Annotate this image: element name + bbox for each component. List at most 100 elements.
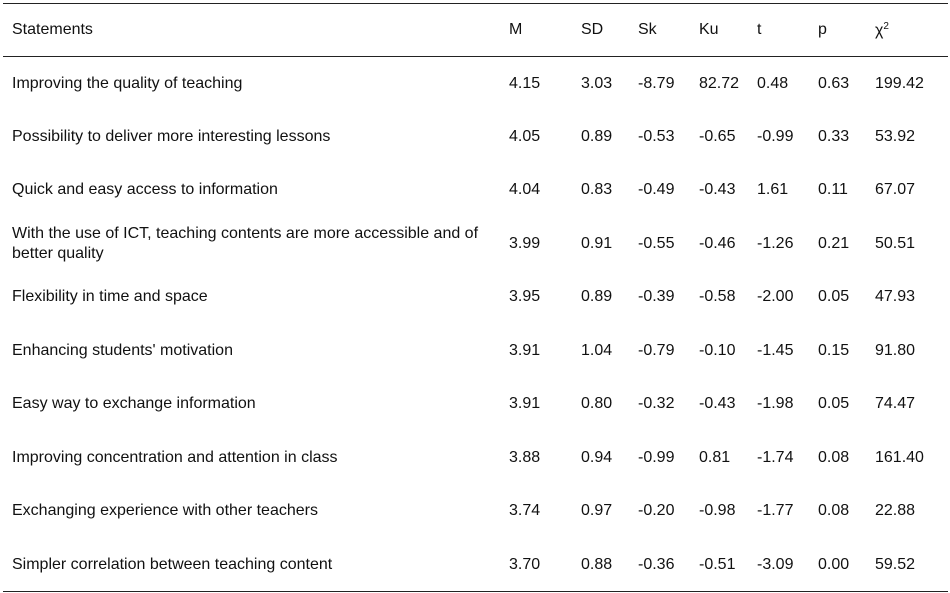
cell-sd: 0.88 xyxy=(581,538,638,592)
cell-sk: -0.53 xyxy=(638,127,675,145)
cell-sk: -8.79 xyxy=(638,74,675,92)
cell-m: 4.05 xyxy=(509,127,541,145)
header-chi-square: χ2 xyxy=(875,3,948,57)
table-row: With the use of ICT, teaching contents a… xyxy=(3,217,948,271)
cell-statement: Enhancing students' motivation xyxy=(12,341,233,359)
cell-m: 3.91 xyxy=(509,395,541,413)
table-row: Improving concentration and attention in… xyxy=(3,431,948,485)
cell-p: 0.05 xyxy=(818,288,850,306)
cell-m: 3.88 xyxy=(509,448,541,466)
cell-m: 3.91 xyxy=(509,341,541,359)
cell-t: -1.74 xyxy=(757,448,794,466)
cell-t: -2.00 xyxy=(757,288,794,306)
cell-t: -1.98 xyxy=(757,395,794,413)
cell-p: 0.21 xyxy=(818,234,850,252)
table-body: Improving the quality of teaching 4.15 3… xyxy=(3,57,948,592)
table-row: Quick and easy access to information 4.0… xyxy=(3,164,948,218)
cell-p: 0.00 xyxy=(818,538,875,592)
cell-t: -0.99 xyxy=(757,127,794,145)
cell-ku: -0.43 xyxy=(699,181,736,199)
cell-p: 0.05 xyxy=(818,395,850,413)
table-row: Exchanging experience with other teacher… xyxy=(3,485,948,539)
cell-ku: -0.98 xyxy=(699,502,736,520)
cell-chi-square: 59.52 xyxy=(875,538,948,592)
cell-p: 0.08 xyxy=(818,502,850,520)
cell-ku: -0.65 xyxy=(699,127,736,145)
header-row: Statements M SD Sk Ku t p χ2 xyxy=(3,3,948,57)
cell-sk: -0.32 xyxy=(638,395,675,413)
header-m: M xyxy=(509,3,581,57)
cell-sd: 0.91 xyxy=(581,234,613,252)
cell-chi-square: 199.42 xyxy=(875,74,924,92)
cell-t: -1.45 xyxy=(757,341,794,359)
cell-m: 3.74 xyxy=(509,502,541,520)
table-row: Flexibility in time and space 3.95 0.89 … xyxy=(3,271,948,325)
cell-chi-square: 74.47 xyxy=(875,395,916,413)
cell-t: -3.09 xyxy=(757,538,818,592)
header-sd: SD xyxy=(581,3,638,57)
cell-statement: Quick and easy access to information xyxy=(12,181,278,199)
cell-sk: -0.20 xyxy=(638,502,675,520)
header-ku: Ku xyxy=(699,3,757,57)
cell-statement: With the use of ICT, teaching contents a… xyxy=(12,224,479,262)
cell-sk: -0.36 xyxy=(638,538,699,592)
cell-statement: Improving concentration and attention in… xyxy=(12,448,338,466)
cell-sk: -0.49 xyxy=(638,181,675,199)
cell-sd: 0.89 xyxy=(581,288,613,306)
cell-statement: Easy way to exchange information xyxy=(12,395,256,413)
cell-chi-square: 91.80 xyxy=(875,341,916,359)
table-row: Improving the quality of teaching 4.15 3… xyxy=(3,57,948,111)
cell-chi-square: 50.51 xyxy=(875,234,916,252)
cell-sd: 1.04 xyxy=(581,341,613,359)
table-row: Simpler correlation between teaching con… xyxy=(3,538,948,592)
cell-ku: -0.51 xyxy=(699,538,757,592)
cell-sk: -0.99 xyxy=(638,448,675,466)
cell-m: 3.95 xyxy=(509,288,541,306)
cell-chi-square: 22.88 xyxy=(875,502,916,520)
cell-sd: 0.83 xyxy=(581,181,613,199)
cell-statement: Exchanging experience with other teacher… xyxy=(12,502,318,520)
cell-ku: 0.81 xyxy=(699,448,731,466)
cell-p: 0.33 xyxy=(818,127,850,145)
cell-statement: Flexibility in time and space xyxy=(12,288,208,306)
table-row: Easy way to exchange information 3.91 0.… xyxy=(3,378,948,432)
cell-chi-square: 161.40 xyxy=(875,448,924,466)
cell-sd: 0.97 xyxy=(581,502,613,520)
table-header: Statements M SD Sk Ku t p χ2 xyxy=(3,3,948,57)
cell-statement: Improving the quality of teaching xyxy=(12,74,243,92)
header-t: t xyxy=(757,3,818,57)
header-p: p xyxy=(818,3,875,57)
cell-m: 4.04 xyxy=(509,181,541,199)
header-chi-symbol: χ xyxy=(875,21,884,39)
cell-ku: 82.72 xyxy=(699,74,740,92)
table-row: Possibility to deliver more interesting … xyxy=(3,110,948,164)
cell-p: 0.63 xyxy=(818,74,850,92)
statistics-table: Statements M SD Sk Ku t p χ2 Improving t… xyxy=(3,3,948,592)
cell-ku: -0.58 xyxy=(699,288,736,306)
cell-sd: 0.80 xyxy=(581,395,613,413)
cell-sd: 0.89 xyxy=(581,127,613,145)
cell-sk: -0.79 xyxy=(638,341,675,359)
cell-statement: Possibility to deliver more interesting … xyxy=(12,127,331,145)
cell-sd: 3.03 xyxy=(581,74,613,92)
cell-ku: -0.10 xyxy=(699,341,736,359)
cell-t: 0.48 xyxy=(757,74,789,92)
header-statements: Statements xyxy=(3,3,509,57)
cell-chi-square: 53.92 xyxy=(875,127,916,145)
cell-m: 4.15 xyxy=(509,74,541,92)
cell-ku: -0.46 xyxy=(699,234,736,252)
cell-ku: -0.43 xyxy=(699,395,736,413)
cell-p: 0.11 xyxy=(818,181,848,199)
cell-t: 1.61 xyxy=(757,181,789,199)
cell-t: -1.26 xyxy=(757,234,794,252)
table-row: Enhancing students' motivation 3.91 1.04… xyxy=(3,324,948,378)
cell-p: 0.15 xyxy=(818,341,850,359)
cell-t: -1.77 xyxy=(757,502,794,520)
cell-m: 3.99 xyxy=(509,234,541,252)
header-chi-superscript: 2 xyxy=(883,20,889,32)
cell-sk: -0.39 xyxy=(638,288,675,306)
header-sk: Sk xyxy=(638,3,699,57)
cell-p: 0.08 xyxy=(818,448,850,466)
cell-chi-square: 67.07 xyxy=(875,181,916,199)
